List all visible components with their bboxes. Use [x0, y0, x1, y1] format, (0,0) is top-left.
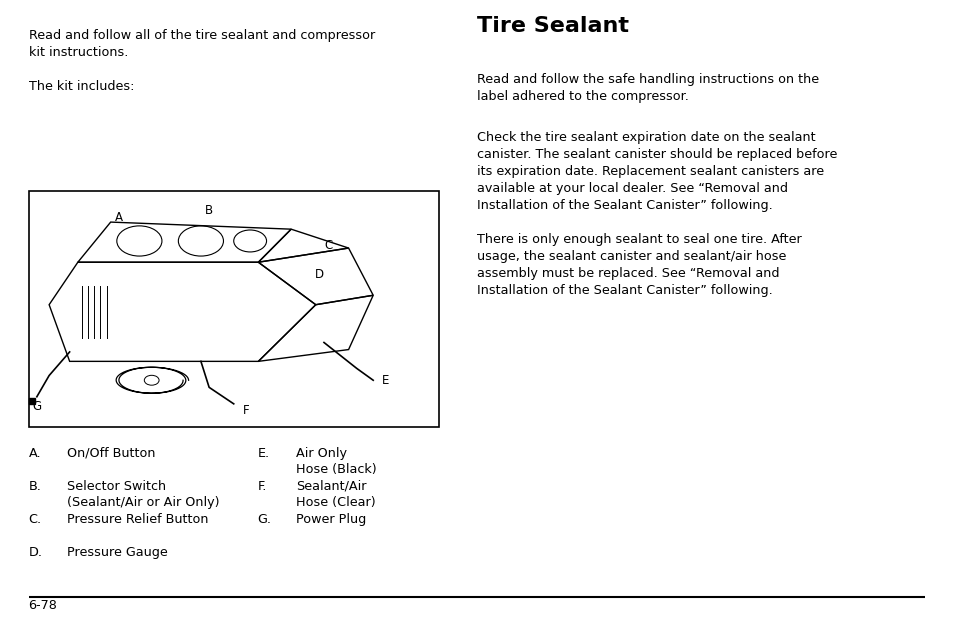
Text: A.: A.	[29, 447, 41, 459]
Text: Sealant/Air
Hose (Clear): Sealant/Air Hose (Clear)	[295, 480, 375, 509]
Text: Tire Sealant: Tire Sealant	[476, 16, 628, 36]
Text: B: B	[205, 204, 213, 217]
Text: Selector Switch
(Sealant/Air or Air Only): Selector Switch (Sealant/Air or Air Only…	[67, 480, 219, 509]
Text: D.: D.	[29, 546, 43, 559]
Text: The kit includes:: The kit includes:	[29, 80, 134, 93]
Bar	[29, 191, 438, 427]
Text: Read and follow all of the tire sealant and compressor
kit instructions.: Read and follow all of the tire sealant …	[29, 29, 375, 59]
Text: Check the tire sealant expiration date on the sealant
canister. The sealant cani: Check the tire sealant expiration date o…	[476, 131, 837, 212]
Text: E: E	[381, 374, 389, 387]
Text: 6-78: 6-78	[29, 600, 57, 612]
Text: G: G	[32, 400, 41, 413]
Text: B.: B.	[29, 480, 41, 493]
Text: E.: E.	[257, 447, 270, 459]
Text: C.: C.	[29, 513, 42, 526]
Text: Pressure Gauge: Pressure Gauge	[67, 546, 168, 559]
Text: Air Only
Hose (Black): Air Only Hose (Black)	[295, 447, 376, 476]
Text: Power Plug: Power Plug	[295, 513, 366, 526]
Text: There is only enough sealant to seal one tire. After
usage, the sealant canister: There is only enough sealant to seal one…	[476, 233, 801, 297]
Text: F: F	[242, 404, 249, 417]
Text: Pressure Relief Button: Pressure Relief Button	[67, 513, 208, 526]
Text: C: C	[324, 239, 332, 252]
Text: F.: F.	[257, 480, 267, 493]
Text: A: A	[114, 211, 123, 224]
Text: Read and follow the safe handling instructions on the
label adhered to the compr: Read and follow the safe handling instru…	[476, 73, 819, 103]
Text: D: D	[315, 267, 324, 281]
Text: G.: G.	[257, 513, 272, 526]
Text: On/Off Button: On/Off Button	[67, 447, 155, 459]
